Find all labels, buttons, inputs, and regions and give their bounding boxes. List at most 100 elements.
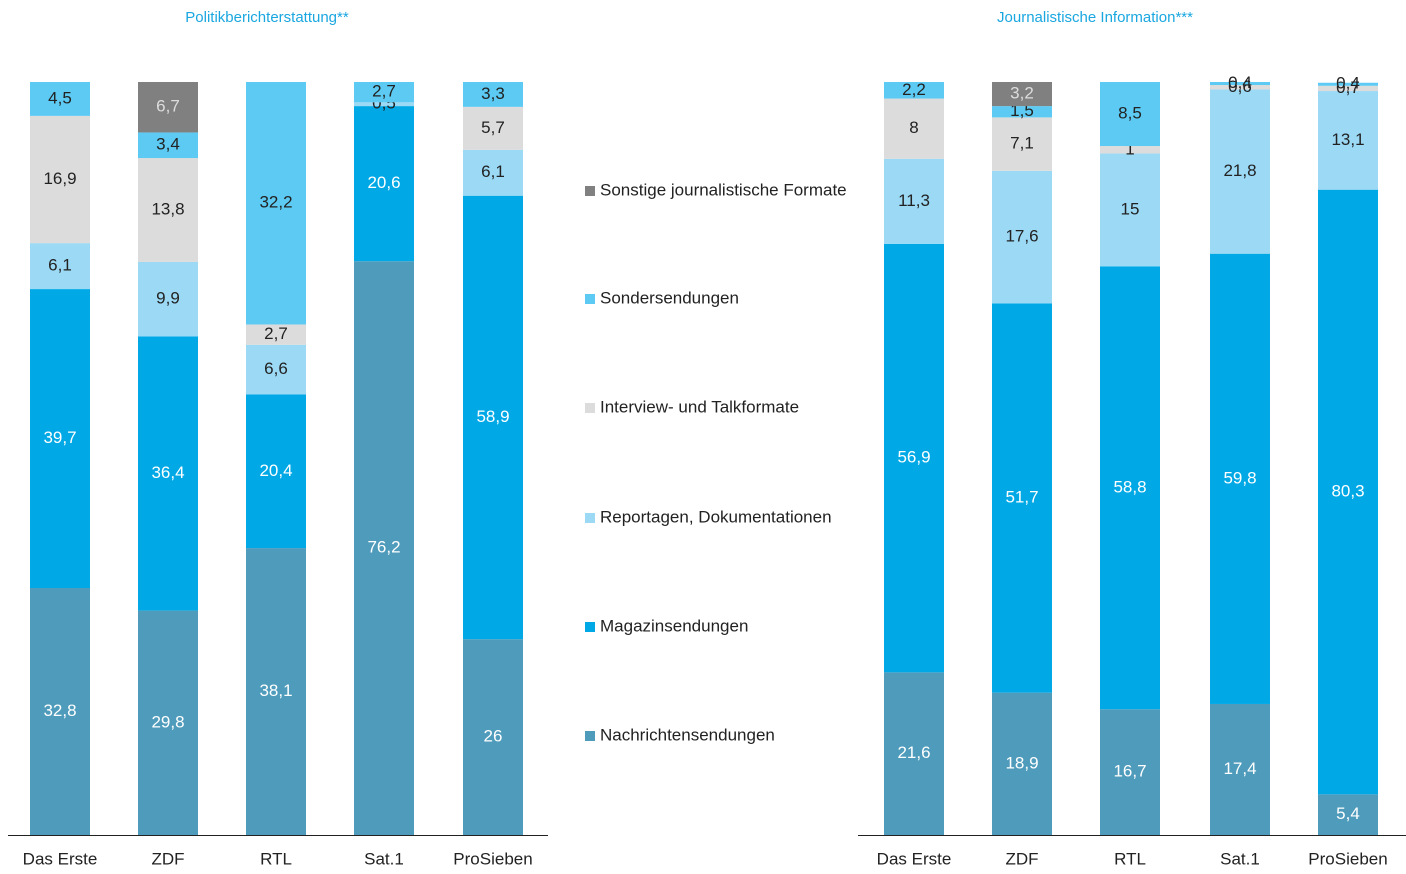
- data-label: 4,5: [48, 88, 72, 107]
- chart-title: Politikberichterstattung**: [185, 9, 349, 26]
- data-label: 5,4: [1336, 804, 1360, 823]
- bar-segment: [30, 588, 90, 835]
- data-label: 3,3: [481, 84, 505, 103]
- data-label: 39,7: [43, 428, 76, 447]
- data-label: 29,8: [151, 712, 184, 731]
- bar-segment: [30, 289, 90, 589]
- bar-segment: [246, 394, 306, 549]
- data-label: 51,7: [1005, 488, 1038, 507]
- bar-segment: [992, 692, 1052, 835]
- data-label: 11,3: [898, 191, 930, 210]
- data-label: 9,9: [156, 289, 180, 308]
- bar-segment: [246, 548, 306, 835]
- bar-segment: [246, 324, 306, 345]
- bar-segment: [884, 98, 944, 159]
- bar-segment: [138, 82, 198, 133]
- bar-segment: [354, 261, 414, 835]
- legend-swatch: [585, 403, 595, 413]
- x-tick-label: ZDF: [1005, 849, 1038, 868]
- bar-segment: [246, 344, 306, 395]
- bar-segment: [463, 106, 523, 150]
- bar-segment: [884, 672, 944, 835]
- bar-segment: [1100, 153, 1160, 267]
- data-label: 20,6: [367, 173, 400, 192]
- legend-label: Sondersendungen: [600, 288, 739, 307]
- data-label: 3,4: [156, 135, 180, 154]
- x-tick-label: RTL: [1114, 849, 1146, 868]
- data-label: 0,4: [1228, 73, 1252, 92]
- data-label: 21,8: [1223, 161, 1256, 180]
- data-label: 32,2: [259, 193, 292, 212]
- bar-segment: [1318, 794, 1378, 835]
- bar-segment: [138, 158, 198, 262]
- bar-segment: [354, 102, 414, 107]
- x-tick-label: ProSieben: [1308, 849, 1387, 868]
- bar-segment: [30, 243, 90, 290]
- data-label: 8,5: [1118, 103, 1142, 122]
- bar-segment: [992, 303, 1052, 693]
- bar-segment: [30, 82, 90, 116]
- data-label: 0,6: [1228, 77, 1252, 96]
- bar-segment: [1318, 189, 1378, 795]
- legend-label: Sonstige journalistische Formate: [600, 180, 847, 199]
- data-label: 7,1: [1010, 134, 1034, 153]
- bar-segment: [884, 82, 944, 99]
- data-label: 20,4: [259, 461, 292, 480]
- bar-segment: [1318, 91, 1378, 190]
- bar-segment: [1210, 703, 1270, 835]
- legend-swatch: [585, 513, 595, 523]
- bar-segment: [1100, 82, 1160, 147]
- x-tick-label: ProSieben: [453, 849, 532, 868]
- bar-segment: [992, 170, 1052, 304]
- data-label: 13,8: [151, 199, 184, 218]
- x-tick-label: RTL: [260, 849, 292, 868]
- legend-swatch: [585, 294, 595, 304]
- bar-segment: [992, 117, 1052, 171]
- data-label: 32,8: [43, 701, 76, 720]
- bar-segment: [246, 82, 306, 325]
- data-label: 6,1: [481, 162, 505, 181]
- data-label: 13,1: [1331, 130, 1364, 149]
- data-label: 38,1: [259, 681, 292, 700]
- x-tick-label: ZDF: [151, 849, 184, 868]
- bar-segment: [1210, 82, 1270, 86]
- data-label: 16,9: [43, 169, 76, 188]
- legend-swatch: [585, 622, 595, 632]
- bar-segment: [138, 261, 198, 337]
- bar-segment: [1210, 89, 1270, 254]
- data-label: 17,6: [1005, 227, 1038, 246]
- data-label: 6,6: [264, 359, 288, 378]
- data-label: 2,7: [372, 82, 396, 101]
- bar-segment: [1100, 146, 1160, 154]
- data-label: 8: [909, 118, 918, 137]
- legend-label: Interview- und Talkformate: [600, 397, 799, 416]
- data-label: 6,1: [48, 256, 72, 275]
- bar-segment: [463, 82, 523, 107]
- bar-segment: [138, 610, 198, 835]
- bar-segment: [1210, 253, 1270, 704]
- legend-swatch: [585, 731, 595, 741]
- bar-segment: [354, 82, 414, 103]
- bar-segment: [1100, 709, 1160, 835]
- legend-label: Magazinsendungen: [600, 616, 748, 635]
- data-label: 56,9: [897, 448, 930, 467]
- x-tick-label: Sat.1: [1220, 849, 1260, 868]
- data-label: 2,2: [902, 80, 926, 99]
- data-label: 6,7: [156, 97, 180, 116]
- bar-segment: [354, 106, 414, 262]
- bar-segment: [463, 195, 523, 640]
- data-label: 3,2: [1010, 84, 1034, 103]
- bar-segment: [884, 158, 944, 244]
- bar-segment: [992, 106, 1052, 118]
- data-label: 15: [1121, 199, 1140, 218]
- bar-segment: [992, 82, 1052, 107]
- bar-segment: [884, 243, 944, 673]
- data-label: 0,4: [1336, 74, 1360, 93]
- bar-segment: [30, 115, 90, 244]
- data-label: 0,7: [1336, 78, 1360, 97]
- data-label: 1: [1125, 139, 1134, 158]
- legend-swatch: [585, 186, 595, 196]
- data-label: 76,2: [367, 538, 400, 557]
- chart-title: Journalistische Information***: [997, 9, 1193, 26]
